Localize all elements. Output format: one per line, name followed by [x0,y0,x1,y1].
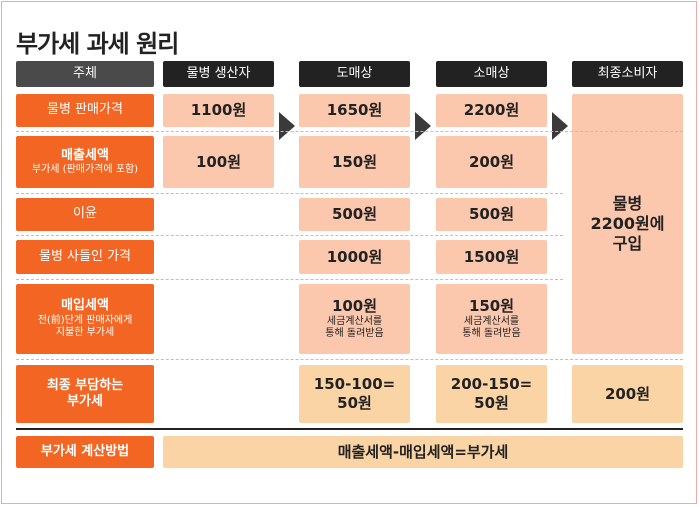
header-producer: 물병 생산자 [163,61,274,87]
row-label-text: 부가세 [67,394,103,409]
wholesaler-purchase-price: 1000원 [299,240,410,274]
wholesaler-purchase-tax: 100원 세금계산서를 통해 돌려받음 [299,284,410,354]
wholesaler-invoice-note: 통해 돌려받음 [325,328,384,340]
wholesaler-invoice-note: 세금계산서를 [326,315,383,327]
retailer-final-line: 50원 [474,394,509,412]
row-label-text: 매출세액 [61,147,109,163]
row-divider [16,235,563,236]
header-retailer: 소매상 [436,61,547,87]
producer-sales-tax: 100원 [163,136,274,188]
page-title: 부가세 과세 원리 [16,30,179,58]
consumer-purchase: 물병 2200원에 구입 [572,94,683,354]
section-divider [16,428,683,430]
row-label-text: 부가세 계산방법 [40,443,130,459]
retailer-sales-tax: 200원 [436,136,547,188]
consumer-purchase-line: 2200원에 [590,214,665,233]
row-divider [16,279,563,280]
retailer-purchase-tax-value: 150원 [468,297,515,316]
retailer-invoice-note: 통해 돌려받음 [462,328,521,340]
header-wholesaler: 도매상 [299,61,410,87]
wholesaler-final-line: 50원 [337,394,372,412]
row-label-text: 물병 판매가격 [47,102,123,118]
consumer-final-burden: 200원 [572,365,683,423]
arrow-right-icon [415,112,431,140]
retailer-final-burden: 200-150= 50원 [436,365,547,423]
row-label-purchase-price: 물병 사들인 가격 [16,240,154,274]
row-label-text: 이윤 [73,206,97,222]
retailer-purchase-tax: 150원 세금계산서를 통해 돌려받음 [436,284,547,354]
retailer-profit: 500원 [436,198,547,231]
row-label-text: 매입세액 [61,298,109,314]
header-consumer: 최종소비자 [572,61,683,87]
row-divider [16,131,683,132]
retailer-purchase-price: 1500원 [436,240,547,274]
header-subject: 주체 [16,61,154,87]
retailer-sale-price: 2200원 [436,94,547,127]
consumer-purchase-line: 물병 [612,194,643,213]
wholesaler-purchase-tax-value: 100원 [331,297,378,316]
row-label-final-burden: 최종 부담하는 부가세 [16,365,154,423]
wholesaler-final-line: 150-100= [313,375,396,394]
arrow-right-icon [279,112,295,140]
row-label-subtext: 전(前)단계 판매자에게 [37,314,133,326]
row-label-purchase-tax: 매입세액 전(前)단계 판매자에게 지불한 부가세 [16,284,154,354]
calc-formula: 매출세액-매입세액=부가세 [163,436,683,468]
row-label-profit: 이윤 [16,198,154,231]
row-divider [16,359,683,360]
row-label-subtext: 부가세 (판매가격에 포함) [31,163,139,175]
arrow-right-icon [552,112,568,140]
wholesaler-sale-price: 1650원 [299,94,410,127]
row-label-calc-method: 부가세 계산방법 [16,436,154,468]
consumer-purchase-line: 구입 [612,234,643,253]
wholesaler-sales-tax: 150원 [299,136,410,188]
wholesaler-profit: 500원 [299,198,410,231]
wholesaler-final-burden: 150-100= 50원 [299,365,410,423]
row-label-text: 물병 사들인 가격 [39,248,131,264]
row-label-text: 최종 부담하는 [46,377,124,393]
row-divider [16,193,563,194]
row-label-subtext: 지불한 부가세 [55,327,115,339]
retailer-invoice-note: 세금계산서를 [463,315,520,327]
retailer-final-line: 200-150= [450,375,533,394]
row-label-sale-price: 물병 판매가격 [16,94,154,127]
row-label-sales-tax: 매출세액 부가세 (판매가격에 포함) [16,136,154,188]
producer-sale-price: 1100원 [163,94,274,127]
